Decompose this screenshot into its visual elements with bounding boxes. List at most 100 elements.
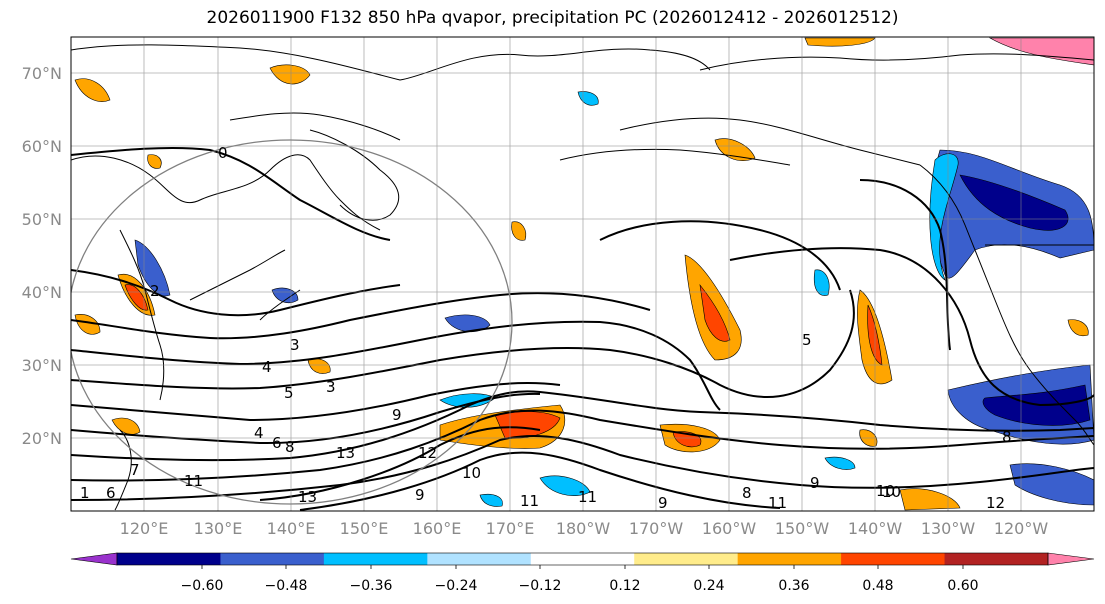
contour-label: 10 xyxy=(882,483,901,501)
contour-4 xyxy=(71,320,721,411)
contour-label: 3 xyxy=(290,336,300,354)
contour-10 xyxy=(71,409,1094,482)
contour-alaska-loop xyxy=(599,220,841,291)
colorbar-tick-label: −0.36 xyxy=(350,578,393,594)
latitude-labels: 70°N 60°N 50°N 40°N 30°N 20°N xyxy=(22,64,62,448)
contour-label: 10 xyxy=(876,482,895,500)
contour-label: 9 xyxy=(415,486,425,504)
contour-labels: 0 2 3 4 5 5 3 4 6 8 9 10 12 13 13 11 10 … xyxy=(80,144,1012,512)
coast-north-america-west xyxy=(919,164,1094,446)
colorbar-segment xyxy=(427,553,532,565)
contour-label: 0 xyxy=(218,144,228,162)
lat-label: 30°N xyxy=(22,356,62,375)
contour-label: 3 xyxy=(326,378,336,396)
lon-label: 140°W xyxy=(848,519,903,538)
contour-11 xyxy=(71,435,1094,501)
lat-label: 40°N xyxy=(22,283,62,302)
lat-label: 50°N xyxy=(22,210,62,229)
colorbar-frame xyxy=(116,552,1049,566)
longitude-labels: 120°E 130°E 140°E 150°E 160°E 170°E 180°… xyxy=(120,519,1049,538)
lon-label: 130°E xyxy=(194,519,243,538)
colorbar-segment xyxy=(530,553,635,565)
colorbar-tick-label: −0.60 xyxy=(181,578,224,594)
map-title: 2026011900 F132 850 hPa qvapor, precipit… xyxy=(206,8,899,28)
colorbar-tick-label: −0.24 xyxy=(435,578,478,594)
lat-label: 60°N xyxy=(22,137,62,156)
contour-label: 8 xyxy=(742,484,752,502)
lon-label: 120°W xyxy=(994,519,1049,538)
lon-label: 150°W xyxy=(775,519,830,538)
contour-label: 8 xyxy=(1002,428,1012,446)
contour-label: 11 xyxy=(768,494,787,512)
coast-korea-china xyxy=(119,229,165,401)
contour-label: 12 xyxy=(418,444,437,462)
contour-label: 11 xyxy=(578,488,597,506)
lat-label: 20°N xyxy=(22,429,62,448)
contour-2 xyxy=(71,269,401,317)
contour-label: 13 xyxy=(336,444,355,462)
contour-5 xyxy=(71,289,855,398)
contour-label: 9 xyxy=(810,474,820,492)
contour-12 xyxy=(299,451,781,511)
colorbar-segment xyxy=(634,553,739,565)
coast-alaska xyxy=(619,117,921,166)
coast-sea-of-okhotsk xyxy=(229,112,401,141)
contour-label: 7 xyxy=(130,461,140,479)
lon-label: 160°W xyxy=(702,519,757,538)
contour-label: 12 xyxy=(986,494,1005,512)
contour-ne-pacific xyxy=(729,247,1094,407)
colorbar-tick-label: 0.24 xyxy=(693,578,724,594)
contour-label: 2 xyxy=(150,282,160,300)
map-area: 0 2 3 4 5 5 3 4 6 8 9 10 12 13 13 11 10 … xyxy=(71,37,1094,512)
map-frame xyxy=(70,36,1095,512)
contour-13 xyxy=(259,426,541,501)
contour-6 xyxy=(71,382,561,422)
colorbar-extend-min xyxy=(70,552,118,566)
contour-label: 6 xyxy=(272,434,282,452)
lon-label: 170°E xyxy=(486,519,535,538)
colorbar-segment xyxy=(220,553,325,565)
contour-label: 9 xyxy=(392,406,402,424)
contour-east-loop xyxy=(859,179,951,351)
coast-aleutians xyxy=(559,148,791,166)
lon-label: 160°E xyxy=(413,519,462,538)
coast-east-asia xyxy=(71,154,381,231)
colorbar-extend-max xyxy=(1047,552,1095,566)
contour-label: 5 xyxy=(284,384,294,402)
contour-label: 13 xyxy=(298,488,317,506)
colorbar-segment xyxy=(944,553,1049,565)
lon-label: 120°E xyxy=(120,519,169,538)
contour-label: 5 xyxy=(802,331,812,349)
colorbar xyxy=(70,552,1095,569)
lon-label: 170°W xyxy=(629,519,684,538)
colorbar-segment xyxy=(117,553,221,565)
contour-label: 4 xyxy=(262,358,272,376)
contour-label: 4 xyxy=(254,424,264,442)
contour-label: 10 xyxy=(462,464,481,482)
colorbar-segment xyxy=(841,553,946,565)
contour-0 xyxy=(71,146,391,241)
contour-3 xyxy=(71,292,651,340)
coast-kamchatka xyxy=(309,129,400,221)
lon-label: 130°W xyxy=(921,519,976,538)
lon-label: 150°E xyxy=(340,519,389,538)
colorbar-tick-label: −0.12 xyxy=(519,578,562,594)
colorbar-segment xyxy=(323,553,428,565)
colorbar-segment xyxy=(737,553,842,565)
contour-label: 1 xyxy=(80,484,90,502)
contour-label: 11 xyxy=(520,492,539,510)
colorbar-tick-label: 0.48 xyxy=(862,578,893,594)
colorbar-tick-label: −0.48 xyxy=(265,578,308,594)
contour-label: 11 xyxy=(184,472,203,490)
colorbar-tick-label: 0.60 xyxy=(947,578,978,594)
lon-label: 140°E xyxy=(267,519,316,538)
contour-label: 9 xyxy=(658,494,668,512)
colorbar-tick-label: 0.36 xyxy=(778,578,809,594)
colorbar-labels: −0.60 −0.48 −0.36 −0.24 −0.12 0.12 0.24 … xyxy=(181,578,979,594)
contour-9 xyxy=(71,390,1094,462)
ensemble-circle xyxy=(71,139,513,505)
lat-label: 70°N xyxy=(22,64,62,83)
contour-label: 6 xyxy=(106,484,116,502)
coast-alaska-north xyxy=(699,53,1094,71)
